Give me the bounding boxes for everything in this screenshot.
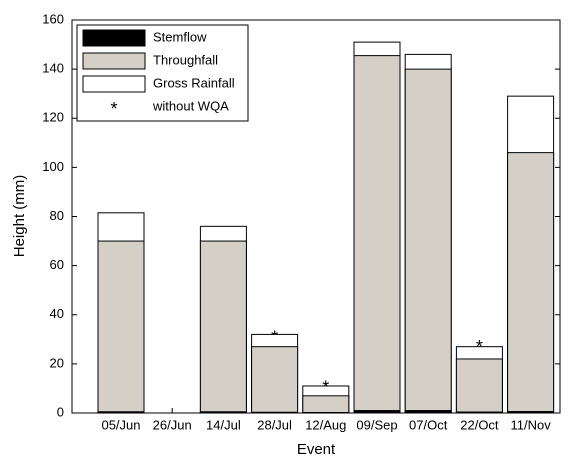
- y-axis-label: Height (mm): [11, 175, 28, 258]
- y-tick-label: 0: [57, 404, 64, 419]
- x-tick-label: 07/Oct: [409, 417, 448, 432]
- bar: [455, 358, 503, 414]
- x-axis-label: Event: [297, 441, 336, 458]
- y-tick-label: 20: [50, 355, 64, 370]
- legend-swatch: [82, 29, 146, 47]
- legend-label: Throughfall: [153, 52, 218, 67]
- x-tick-label: 28/Jul: [257, 417, 292, 432]
- bar: [507, 152, 555, 414]
- legend-label: Stemflow: [153, 29, 207, 44]
- y-tick-label: 120: [42, 110, 64, 125]
- x-tick-label: 26/Jun: [153, 417, 192, 432]
- y-tick-label: 160: [42, 11, 64, 26]
- legend-label: without WQA: [152, 98, 229, 113]
- bar: [199, 240, 247, 414]
- x-tick-label: 09/Sep: [356, 417, 397, 432]
- x-tick-label: 12/Aug: [305, 417, 346, 432]
- legend-box: [76, 24, 249, 122]
- x-tick-label: 05/Jun: [101, 417, 140, 432]
- y-tick-label: 40: [50, 306, 64, 321]
- bar: [251, 346, 299, 414]
- x-tick-label: 11/Nov: [510, 417, 551, 432]
- bar: [97, 240, 145, 414]
- legend-swatch: [82, 52, 146, 70]
- bar: [353, 55, 401, 414]
- bar: [404, 68, 452, 414]
- y-tick-label: 140: [42, 61, 64, 76]
- legend-label: Gross Rainfall: [153, 75, 235, 90]
- legend-swatch: [82, 75, 146, 93]
- x-tick-label: 14/Jul: [206, 417, 241, 432]
- y-tick-label: 80: [50, 208, 64, 223]
- y-tick-label: 60: [50, 257, 64, 272]
- x-tick-label: 22/Oct: [460, 417, 499, 432]
- legend-marker: *: [110, 99, 117, 119]
- y-tick-label: 100: [42, 159, 64, 174]
- bar: [302, 395, 350, 414]
- plot-frame: [71, 19, 561, 414]
